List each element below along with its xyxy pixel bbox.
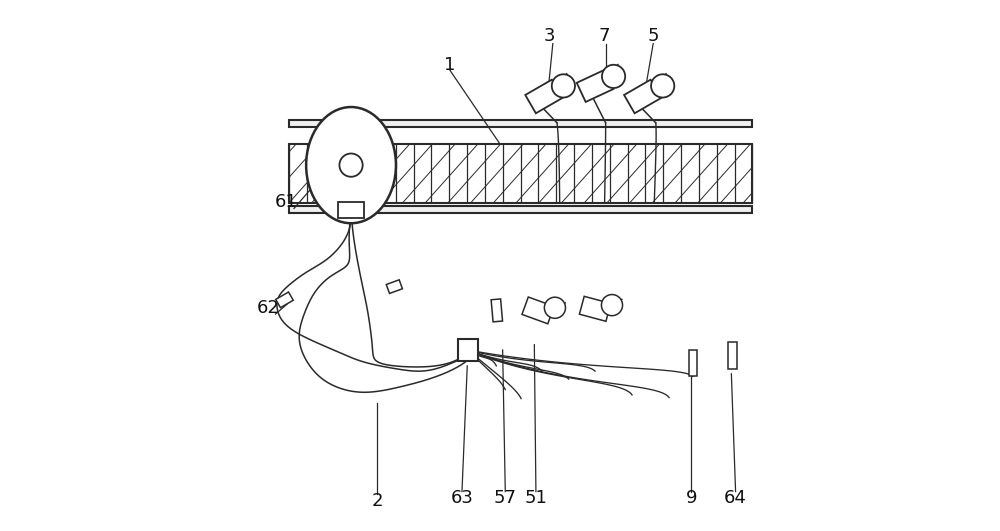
Text: 3: 3 bbox=[543, 27, 555, 45]
Bar bbox=[289, 120, 752, 126]
Text: 57: 57 bbox=[494, 489, 517, 507]
Bar bbox=[289, 207, 752, 213]
Bar bbox=[458, 339, 478, 361]
Circle shape bbox=[339, 153, 363, 177]
Polygon shape bbox=[728, 342, 737, 369]
Circle shape bbox=[601, 295, 623, 316]
Bar bbox=[289, 144, 752, 203]
Text: 63: 63 bbox=[451, 489, 473, 507]
Circle shape bbox=[544, 297, 565, 318]
Text: 2: 2 bbox=[372, 492, 383, 510]
Bar bbox=[338, 202, 364, 218]
Polygon shape bbox=[491, 299, 503, 322]
Polygon shape bbox=[525, 80, 562, 113]
Circle shape bbox=[651, 74, 674, 98]
Text: 9: 9 bbox=[685, 489, 697, 507]
Polygon shape bbox=[624, 80, 661, 113]
Polygon shape bbox=[522, 297, 554, 324]
Circle shape bbox=[552, 74, 575, 98]
Ellipse shape bbox=[306, 107, 396, 223]
Text: 51: 51 bbox=[524, 489, 547, 507]
Polygon shape bbox=[276, 292, 293, 307]
Polygon shape bbox=[579, 296, 611, 321]
Polygon shape bbox=[577, 70, 613, 102]
Text: 5: 5 bbox=[647, 27, 659, 45]
Text: 1: 1 bbox=[444, 56, 456, 74]
Text: 64: 64 bbox=[724, 489, 747, 507]
Text: 61: 61 bbox=[275, 193, 297, 211]
Polygon shape bbox=[689, 350, 697, 376]
Text: 62: 62 bbox=[257, 299, 280, 317]
Circle shape bbox=[602, 65, 625, 88]
Polygon shape bbox=[386, 280, 402, 294]
Text: 7: 7 bbox=[599, 27, 610, 45]
